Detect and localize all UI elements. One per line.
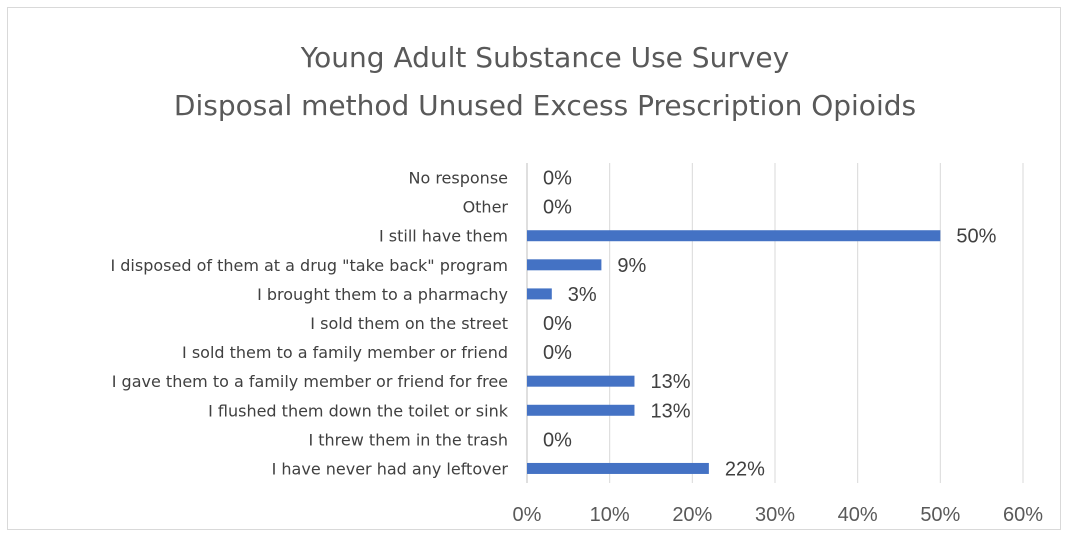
category-labels: No response Other I still have them I dispo… <box>110 169 508 479</box>
data-label: 0% <box>543 342 572 364</box>
category-label: I have never had any leftover <box>272 459 509 478</box>
gridlines <box>609 163 1024 483</box>
category-label: No response <box>408 169 508 188</box>
bar <box>527 288 552 300</box>
bar <box>527 259 602 271</box>
category-label: Other <box>463 198 509 217</box>
bar <box>527 404 635 416</box>
data-label: 22% <box>725 458 765 480</box>
bar <box>527 462 709 474</box>
x-tick-label: 20% <box>672 504 712 526</box>
x-tick-label: 10% <box>590 504 630 526</box>
bar <box>527 375 635 387</box>
data-label: 3% <box>568 284 597 306</box>
bar <box>527 230 941 242</box>
bars <box>527 230 941 474</box>
category-label: I threw them in the trash <box>308 430 508 449</box>
category-label: I brought them to a pharmachy <box>257 285 508 304</box>
category-label: I disposed of them at a drug "take back"… <box>110 256 508 275</box>
x-tick-label: 60% <box>1003 504 1043 526</box>
x-tick-label: 30% <box>755 504 795 526</box>
chart-subtitle: Disposal method Unused Excess Prescripti… <box>174 89 916 122</box>
category-label: I sold them to a family member or friend <box>182 343 508 362</box>
data-label: 50% <box>956 226 996 248</box>
data-label: 0% <box>543 197 572 219</box>
category-label: I flushed them down the toilet or sink <box>208 401 509 420</box>
category-label: I still have them <box>379 227 508 246</box>
data-label: 0% <box>543 429 572 451</box>
data-labels: 0% 0% 50% 9% 3% 0% 0% 13% 13% 0% 22% <box>543 168 997 481</box>
category-label: I gave them to a family member or friend… <box>112 372 508 391</box>
x-tick-label: 0% <box>513 504 542 526</box>
data-label: 13% <box>650 400 690 422</box>
x-axis-tick-labels: 0% 10% 20% 30% 40% 50% 60% <box>513 504 1044 526</box>
x-tick-label: 40% <box>838 504 878 526</box>
data-label: 0% <box>543 168 572 190</box>
data-label: 13% <box>650 371 690 393</box>
chart-title: Young Adult Substance Use Survey <box>300 41 789 74</box>
category-label: I sold them on the street <box>310 314 508 333</box>
data-label: 0% <box>543 313 572 335</box>
x-tick-label: 50% <box>920 504 960 526</box>
data-label: 9% <box>617 255 646 277</box>
